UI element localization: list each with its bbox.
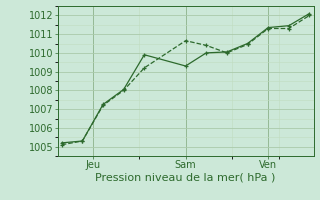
X-axis label: Pression niveau de la mer( hPa ): Pression niveau de la mer( hPa ) <box>95 173 276 183</box>
